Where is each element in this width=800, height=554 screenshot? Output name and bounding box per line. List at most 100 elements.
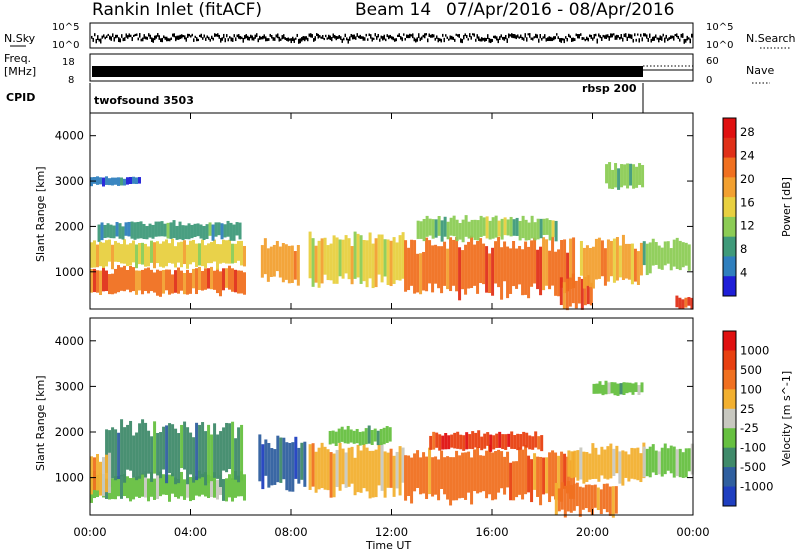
nsky-sample bbox=[106, 35, 108, 38]
colorbar-tick-label: -100 bbox=[740, 441, 766, 455]
echo-cell bbox=[344, 452, 348, 488]
echo-cell bbox=[510, 431, 514, 449]
echo-cell bbox=[192, 437, 196, 483]
nsky-sample bbox=[497, 38, 499, 44]
echo-cell bbox=[434, 219, 438, 238]
nsky-sample bbox=[220, 38, 222, 43]
echo-cell bbox=[641, 165, 645, 188]
nsky-sample bbox=[263, 34, 265, 39]
echo-cell bbox=[516, 433, 520, 451]
nsky-sample bbox=[304, 36, 306, 42]
nsky-sample bbox=[409, 33, 411, 39]
echo-cell bbox=[392, 237, 396, 284]
echo-cell bbox=[157, 221, 161, 237]
echo-cell bbox=[204, 245, 207, 268]
nsky-sample bbox=[574, 38, 576, 42]
echo-cell bbox=[129, 265, 132, 293]
echo-cell bbox=[533, 222, 537, 241]
echo-cell bbox=[216, 479, 219, 500]
nsky-sample bbox=[691, 33, 693, 38]
echo-cell bbox=[579, 240, 583, 276]
echo-cell bbox=[114, 476, 117, 500]
nsky-sample bbox=[611, 33, 613, 38]
echo-cell bbox=[216, 434, 220, 479]
echo-cell bbox=[189, 240, 192, 265]
echo-cell bbox=[527, 246, 531, 299]
nsky-sample bbox=[235, 37, 237, 42]
echo-cell bbox=[551, 450, 555, 497]
echo-cell bbox=[690, 297, 694, 310]
echo-cell bbox=[389, 240, 393, 287]
echo-cell bbox=[494, 241, 498, 284]
colorbar-swatch bbox=[723, 216, 736, 238]
echo-cell bbox=[278, 246, 282, 278]
echo-cell bbox=[177, 433, 181, 484]
nsky-sample bbox=[542, 36, 544, 39]
echo-cell bbox=[473, 244, 477, 286]
echo-cell bbox=[548, 220, 552, 241]
nsky-sample bbox=[637, 33, 639, 36]
echo-cell bbox=[548, 250, 552, 290]
echo-cell bbox=[118, 223, 122, 239]
echo-cell bbox=[109, 224, 113, 239]
cpid-mode-rbsp: rbsp 200 bbox=[582, 82, 637, 95]
echo-cell bbox=[156, 432, 160, 476]
nsky-sample bbox=[178, 35, 180, 40]
echo-cell bbox=[576, 450, 580, 481]
echo-cell bbox=[506, 246, 510, 299]
echo-cell bbox=[422, 452, 426, 494]
echo-cell bbox=[512, 461, 516, 501]
echo-cell bbox=[317, 447, 321, 490]
nsky-sample bbox=[613, 33, 615, 36]
nsky-sample bbox=[599, 35, 601, 39]
y-tick-label: 2000 bbox=[55, 219, 84, 233]
echo-cell bbox=[211, 224, 215, 241]
echo-cell bbox=[618, 245, 622, 278]
echo-cell bbox=[540, 435, 544, 452]
nsky-sample bbox=[200, 33, 202, 38]
nsky-sample bbox=[218, 34, 220, 39]
nsky-sample bbox=[331, 37, 333, 42]
colorbar-swatch bbox=[723, 331, 736, 351]
nsky-sample bbox=[421, 36, 423, 40]
nsky-sample bbox=[470, 36, 472, 40]
echo-cell bbox=[102, 242, 105, 269]
echo-cell bbox=[210, 476, 213, 498]
echo-cell bbox=[329, 243, 333, 281]
echo-cell bbox=[470, 219, 474, 238]
echo-cell bbox=[153, 421, 157, 474]
echo-cell bbox=[154, 221, 158, 237]
echo-cell bbox=[507, 433, 511, 447]
nsky-sample bbox=[97, 35, 99, 40]
echo-cell bbox=[589, 282, 593, 306]
nsky-sample bbox=[397, 34, 399, 37]
echo-cell bbox=[518, 447, 522, 495]
echo-cell bbox=[524, 445, 528, 495]
nsky-sample bbox=[205, 37, 207, 41]
echo-cell bbox=[461, 250, 465, 290]
nsky-sample bbox=[590, 34, 592, 39]
echo-cell bbox=[150, 471, 153, 497]
echo-cell bbox=[572, 483, 576, 511]
nsky-sample bbox=[113, 37, 115, 42]
nsky-sample bbox=[341, 38, 343, 43]
echo-cell bbox=[374, 238, 378, 288]
nsky-sample bbox=[521, 36, 523, 40]
nsky-sample bbox=[353, 34, 355, 40]
echo-cell bbox=[213, 472, 216, 498]
echo-cell bbox=[497, 449, 501, 493]
echo-cell bbox=[96, 244, 99, 268]
echo-cell bbox=[624, 243, 628, 279]
x-tick-label: 00:00 bbox=[73, 525, 106, 539]
nsky-sample bbox=[229, 36, 231, 39]
echo-cell bbox=[264, 439, 268, 476]
nsky-sample bbox=[317, 33, 319, 39]
nsky-sample bbox=[367, 38, 369, 41]
echo-cell bbox=[359, 450, 363, 493]
nsky-sample bbox=[362, 36, 364, 41]
echo-cell bbox=[620, 164, 624, 188]
echo-cell bbox=[189, 272, 192, 294]
echo-cell bbox=[99, 241, 102, 267]
echo-cell bbox=[687, 297, 691, 306]
echo-cell bbox=[178, 221, 182, 240]
